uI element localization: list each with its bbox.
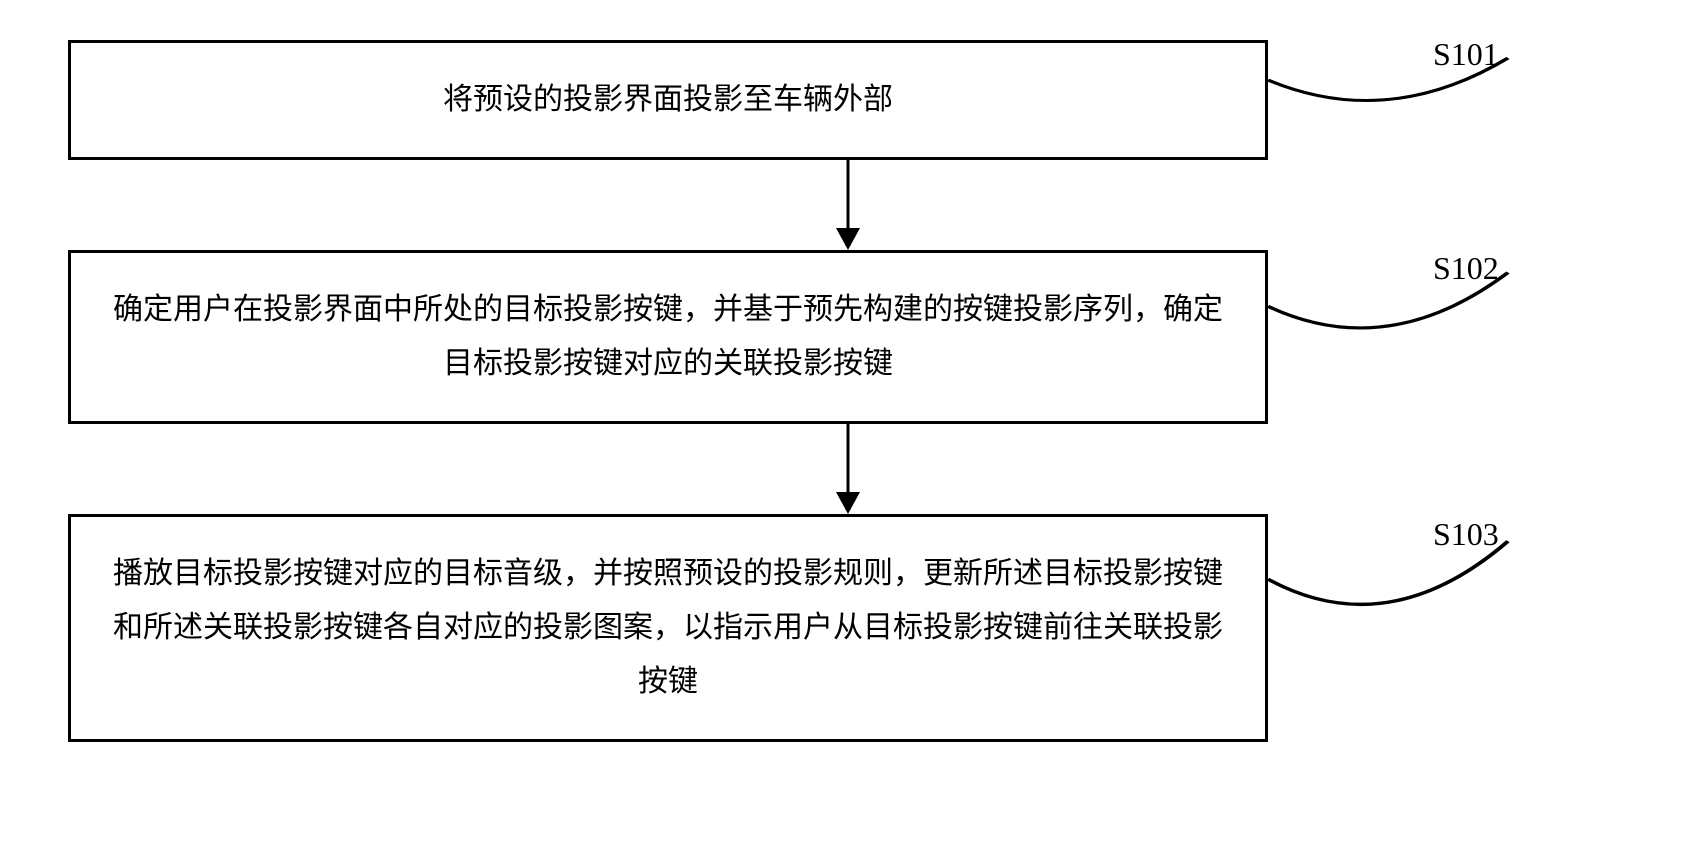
step-box-3: 播放目标投影按键对应的目标音级，并按照预设的投影规则，更新所述目标投影按键和所述… [68, 514, 1268, 742]
step-label-2: S102 [1433, 250, 1499, 287]
step-label-3: S103 [1433, 516, 1499, 553]
step-label-1: S101 [1433, 36, 1499, 73]
flowchart-container: 将预设的投影界面投影至车辆外部 S101 确定用户在投影界面中所处的目标投影按键… [68, 40, 1628, 742]
step-row-3: 播放目标投影按键对应的目标音级，并按照预设的投影规则，更新所述目标投影按键和所述… [68, 514, 1628, 742]
label-connector-2: S102 [1268, 250, 1628, 424]
step-text-2: 确定用户在投影界面中所处的目标投影按键，并基于预先构建的按键投影序列，确定目标投… [111, 283, 1225, 391]
arrow-2-wrap [248, 424, 1448, 514]
step-row-1: 将预设的投影界面投影至车辆外部 S101 [68, 40, 1628, 160]
arrow-1-wrap [248, 160, 1448, 250]
step-row-2: 确定用户在投影界面中所处的目标投影按键，并基于预先构建的按键投影序列，确定目标投… [68, 250, 1628, 424]
arrow-2 [828, 424, 868, 514]
step-box-1: 将预设的投影界面投影至车辆外部 [68, 40, 1268, 160]
step-box-2: 确定用户在投影界面中所处的目标投影按键，并基于预先构建的按键投影序列，确定目标投… [68, 250, 1268, 424]
arrow-1 [828, 160, 868, 250]
label-connector-3: S103 [1268, 514, 1628, 742]
label-connector-1: S101 [1268, 40, 1628, 160]
step-text-1: 将预设的投影界面投影至车辆外部 [443, 73, 893, 127]
step-text-3: 播放目标投影按键对应的目标音级，并按照预设的投影规则，更新所述目标投影按键和所述… [111, 547, 1225, 709]
